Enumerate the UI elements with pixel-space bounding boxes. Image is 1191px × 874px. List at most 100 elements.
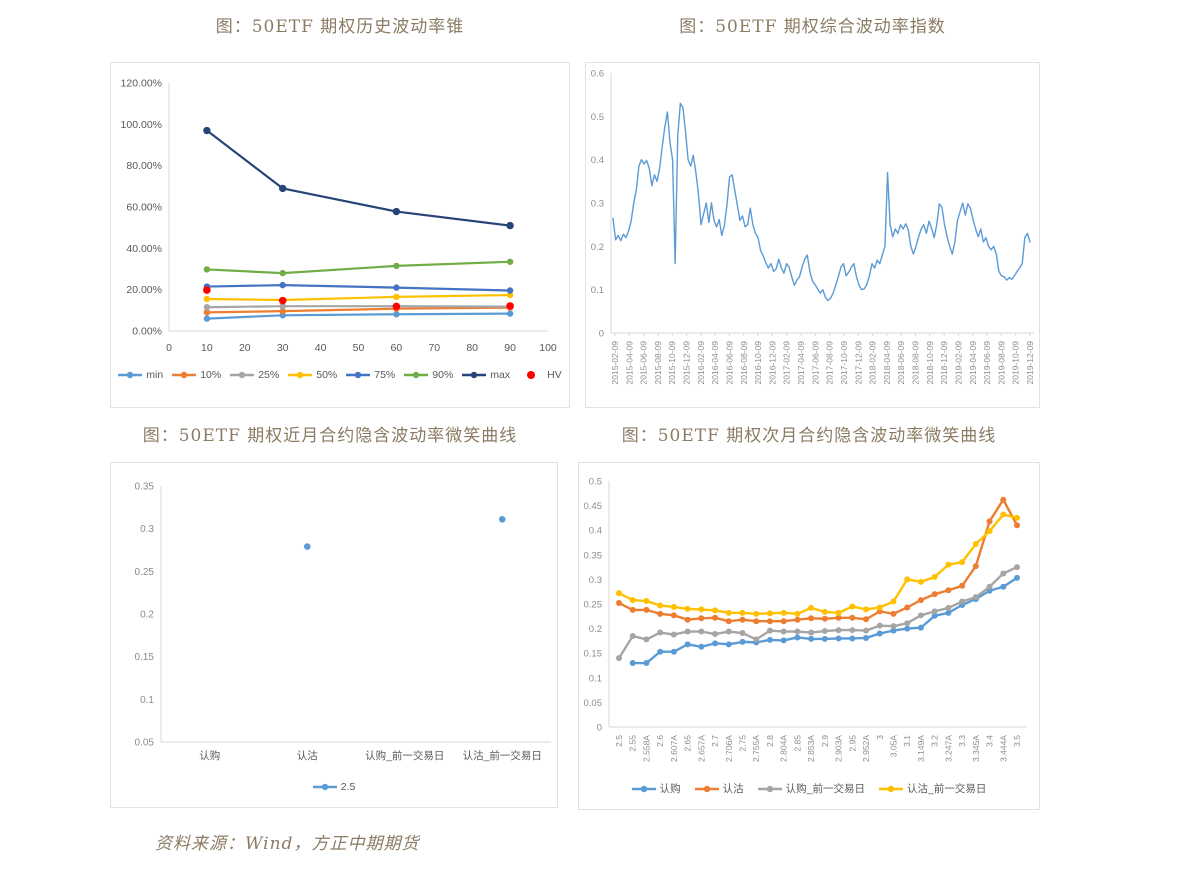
- svg-text:2018-04-09: 2018-04-09: [882, 341, 892, 385]
- svg-text:2016-04-09: 2016-04-09: [710, 341, 720, 385]
- legend-label: 认购: [659, 783, 681, 795]
- svg-text:2018-12-09: 2018-12-09: [939, 341, 949, 385]
- svg-text:2015-06-09: 2015-06-09: [639, 341, 649, 385]
- legend-item-25%: 25%: [230, 369, 279, 381]
- svg-text:2017-10-09: 2017-10-09: [839, 341, 849, 385]
- svg-text:3.05A: 3.05A: [888, 735, 898, 758]
- svg-text:认沽_前一交易日: 认沽_前一交易日: [463, 749, 542, 762]
- svg-text:0.35: 0.35: [135, 482, 155, 493]
- svg-text:0: 0: [599, 329, 604, 340]
- svg-text:2.755A: 2.755A: [751, 735, 761, 762]
- svg-text:0.25: 0.25: [584, 600, 603, 611]
- svg-text:2.85: 2.85: [792, 735, 802, 752]
- svg-text:2.9: 2.9: [820, 735, 830, 747]
- svg-text:0.15: 0.15: [135, 652, 155, 663]
- svg-text:2.952A: 2.952A: [861, 735, 871, 762]
- legend-label: 认购_前一交易日: [785, 783, 865, 795]
- svg-text:30: 30: [277, 342, 289, 354]
- svg-text:2018-06-09: 2018-06-09: [896, 341, 906, 385]
- svg-text:2016-08-09: 2016-08-09: [739, 341, 749, 385]
- figure-title-next-month-smile: 图：50ETF 期权次月合约隐含波动率微笑曲线: [621, 426, 997, 446]
- svg-text:2.706A: 2.706A: [724, 735, 734, 762]
- svg-text:2.853A: 2.853A: [806, 735, 816, 762]
- legend-marker-icon: [288, 371, 313, 379]
- svg-text:0: 0: [597, 723, 602, 734]
- legend-marker-icon: [879, 785, 903, 792]
- svg-text:20.00%: 20.00%: [126, 284, 162, 296]
- legend-label: HV: [547, 369, 562, 381]
- legend-label: 认沽_前一交易日: [907, 783, 987, 795]
- svg-text:2015-04-09: 2015-04-09: [624, 341, 634, 385]
- svg-text:2015-08-09: 2015-08-09: [653, 341, 663, 385]
- svg-text:2015-10-09: 2015-10-09: [667, 341, 677, 385]
- near-month-smile-legend: 2.5: [111, 781, 557, 793]
- svg-text:120.00%: 120.00%: [121, 78, 162, 90]
- svg-text:2016-12-09: 2016-12-09: [767, 341, 777, 385]
- svg-text:认购: 认购: [199, 749, 220, 762]
- legend-marker-icon: [118, 371, 143, 379]
- svg-text:2019-04-09: 2019-04-09: [968, 341, 978, 385]
- svg-text:3.5: 3.5: [1012, 735, 1022, 747]
- svg-text:2.6: 2.6: [655, 735, 665, 747]
- svg-text:3.4: 3.4: [985, 735, 995, 747]
- legend-item-认购_前一交易日: 认购_前一交易日: [757, 781, 865, 796]
- legend-marker-icon: [527, 371, 536, 379]
- svg-text:2016-02-09: 2016-02-09: [696, 341, 706, 385]
- svg-text:0.45: 0.45: [584, 501, 603, 512]
- svg-text:2018-08-09: 2018-08-09: [911, 341, 921, 385]
- svg-text:2019-02-09: 2019-02-09: [953, 341, 963, 385]
- source-note: 资料来源：Wind，方正中期期货: [155, 834, 420, 854]
- svg-text:2017-02-09: 2017-02-09: [782, 341, 792, 385]
- svg-text:0.5: 0.5: [591, 112, 604, 123]
- svg-text:0.5: 0.5: [589, 477, 602, 488]
- svg-text:20: 20: [239, 342, 251, 354]
- svg-text:2017-04-09: 2017-04-09: [796, 341, 806, 385]
- legend-item-50%: 50%: [288, 369, 337, 381]
- legend-item-90%: 90%: [404, 369, 453, 381]
- svg-text:2017-08-09: 2017-08-09: [825, 341, 835, 385]
- legend-label: 认沽: [722, 783, 744, 795]
- svg-text:3.444A: 3.444A: [998, 735, 1008, 762]
- legend-label: 2.5: [340, 781, 356, 793]
- svg-text:0.1: 0.1: [591, 285, 604, 296]
- legend-marker-icon: [462, 371, 487, 379]
- svg-text:2016-06-09: 2016-06-09: [724, 341, 734, 385]
- svg-text:40.00%: 40.00%: [126, 243, 162, 255]
- legend-marker-icon: [404, 371, 429, 379]
- svg-text:2019-12-09: 2019-12-09: [1025, 341, 1035, 385]
- svg-text:2.5: 2.5: [614, 735, 624, 747]
- legend-item-认沽_前一交易日: 认沽_前一交易日: [879, 781, 986, 796]
- svg-text:2018-10-09: 2018-10-09: [925, 341, 935, 385]
- svg-text:3.3: 3.3: [957, 735, 967, 747]
- legend-label: min: [146, 369, 164, 381]
- svg-text:0.4: 0.4: [589, 526, 602, 537]
- next-month-smile-legend: 认购 认沽 认购_前一交易日 认沽_前一交易日: [579, 781, 1039, 796]
- svg-text:0.1: 0.1: [140, 695, 154, 706]
- svg-text:0.4: 0.4: [591, 155, 604, 166]
- svg-text:2.75: 2.75: [738, 735, 748, 752]
- legend-marker-icon: [631, 785, 656, 792]
- svg-text:2.804A: 2.804A: [779, 735, 789, 762]
- svg-text:80: 80: [466, 342, 478, 354]
- legend-label: 50%: [316, 369, 338, 381]
- legend-item-HV: HV: [519, 369, 562, 381]
- svg-text:80.00%: 80.00%: [126, 160, 162, 172]
- svg-text:0.35: 0.35: [584, 550, 603, 561]
- legend-item-max: max: [462, 369, 510, 381]
- svg-text:0.3: 0.3: [589, 575, 602, 586]
- legend-marker-icon: [346, 371, 371, 379]
- figure-title-historical-volatility-cone: 图：50ETF 期权历史波动率锥: [215, 17, 465, 37]
- legend-marker-icon: [312, 783, 337, 791]
- svg-text:2.65: 2.65: [683, 735, 693, 752]
- svg-text:0.3: 0.3: [140, 524, 154, 535]
- svg-text:3.1: 3.1: [902, 735, 912, 747]
- composite-volatility-index-canvas: 0 0.1 0.2 0.3 0.4 0.5 0.6 2015-02-09 2015-04-09 2…: [591, 69, 1035, 385]
- svg-text:100.00%: 100.00%: [121, 119, 162, 131]
- svg-text:0.25: 0.25: [135, 567, 155, 578]
- legend-label: max: [490, 369, 511, 381]
- svg-text:2016-10-09: 2016-10-09: [753, 341, 763, 385]
- legend-item-75%: 75%: [346, 369, 395, 381]
- legend-marker-icon: [172, 371, 197, 379]
- svg-text:0.1: 0.1: [589, 673, 602, 684]
- chart-next-month-smile: 0 0.05 0.1 0.15 0.2 0.25 0.3 0.35 0.4 0.45 0.5 2.5 2…: [578, 462, 1040, 810]
